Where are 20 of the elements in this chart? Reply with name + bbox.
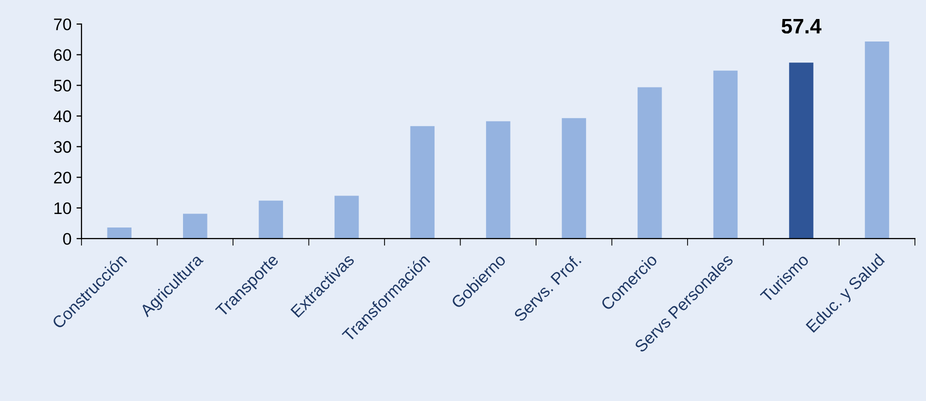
bar [258,200,284,239]
bar [107,228,132,239]
bar [183,214,208,239]
y-tick-label: 40 [54,110,72,122]
y-tick-label: 0 [63,232,72,245]
data-label: 57.4 [782,19,822,34]
bar [334,196,359,239]
bar [486,121,510,239]
bar [789,62,814,239]
y-tick-label: 60 [54,49,72,61]
bar [562,118,586,239]
bar [410,126,435,239]
y-tick-label: 70 [54,18,72,30]
y-tick-label: 20 [54,172,72,184]
bar [638,87,662,239]
y-tick-label: 10 [54,202,72,214]
y-tick-label: 30 [54,141,72,153]
bar [864,42,890,239]
bar [713,70,738,239]
y-tick-label: 50 [54,80,72,92]
